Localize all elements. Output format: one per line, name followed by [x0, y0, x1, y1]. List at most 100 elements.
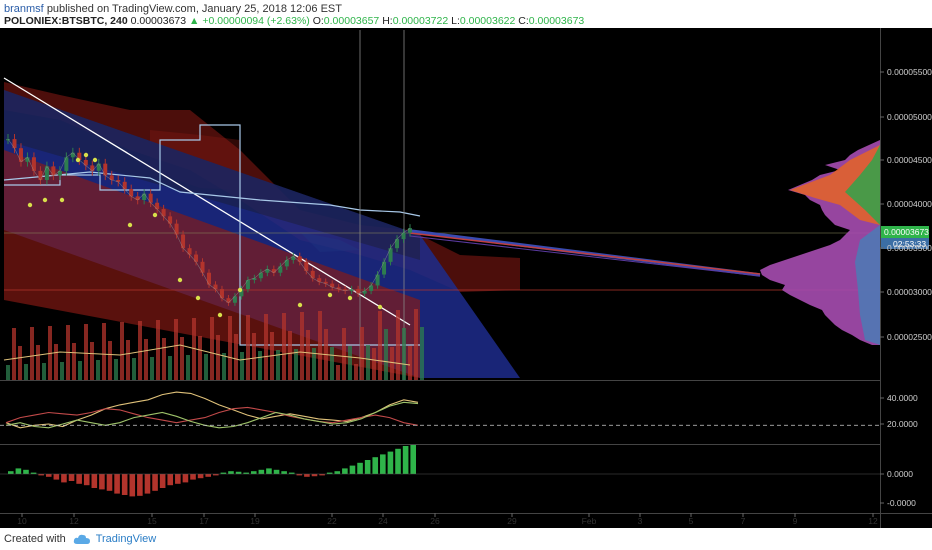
volume-bar — [90, 342, 94, 380]
volume-bar — [24, 364, 28, 380]
author-link[interactable]: branmsf — [4, 3, 44, 15]
open-label: O: — [312, 15, 324, 27]
signal-dot — [377, 304, 383, 310]
x-tick-label: 12 — [868, 516, 878, 526]
candle — [395, 239, 400, 249]
candle — [148, 193, 153, 203]
candle — [356, 289, 361, 294]
y-tick-label: 40.0000 — [887, 393, 918, 403]
x-tick-label: 12 — [69, 516, 79, 526]
histogram-bar — [342, 468, 348, 474]
volume-bar — [402, 328, 406, 380]
tradingview-cloud-icon — [73, 534, 90, 544]
histogram-bar — [258, 469, 265, 474]
x-tick-label: 5 — [689, 516, 694, 526]
volume-bar — [360, 327, 364, 380]
histogram-bar — [30, 472, 37, 474]
candle — [317, 278, 322, 282]
footer: Created with TradingView — [4, 531, 156, 547]
x-tick-label: 3 — [638, 516, 643, 526]
volume-profile-blue — [855, 225, 880, 345]
low-label: L: — [451, 15, 460, 27]
publish-header: branmsf published on TradingView.com, Ja… — [4, 2, 342, 16]
volume-bar — [306, 330, 310, 380]
volume-bar — [252, 333, 256, 380]
volume-bar — [156, 320, 160, 380]
candle — [369, 285, 374, 291]
volume-bar — [144, 339, 148, 380]
oscillator-pane — [0, 391, 880, 429]
histogram-bar — [76, 474, 82, 484]
candle — [57, 170, 62, 176]
histogram-bar — [205, 474, 211, 477]
histogram-bar — [144, 474, 151, 494]
histogram-bar — [395, 448, 401, 474]
high-value: 0.00003722 — [392, 15, 449, 27]
volume-bar — [288, 331, 292, 380]
candle — [219, 289, 224, 299]
volume-bar — [384, 329, 388, 380]
candle — [291, 256, 296, 260]
trendline — [3, 77, 411, 326]
histogram-bar — [402, 446, 409, 474]
volume-bar — [294, 349, 298, 380]
histogram-bar — [387, 451, 394, 474]
oscillator-line — [5, 401, 419, 429]
volume-bar — [150, 357, 154, 380]
tradingview-brand[interactable]: TradingView — [95, 533, 157, 545]
chart[interactable]: 0.00003673 02:53:33 0.00005500 0.00005000 0.… — [0, 28, 932, 528]
candle — [278, 266, 283, 273]
histogram-bar — [152, 474, 158, 491]
candle — [103, 163, 108, 176]
volume-bar — [258, 351, 262, 380]
volume-bar — [114, 359, 118, 380]
volume-bar — [378, 311, 382, 380]
y-tick-label: 0.00003500 — [887, 243, 932, 253]
candle — [31, 157, 36, 171]
histogram-bar — [121, 474, 128, 495]
histogram-bar — [266, 468, 272, 474]
signal-dot — [297, 302, 303, 308]
histogram-bar — [228, 471, 234, 474]
volume-bar — [240, 352, 244, 380]
y-tick-label: 0.0000 — [887, 469, 913, 479]
y-tick-label: 0.00005500 — [887, 67, 932, 77]
histogram-bar — [349, 465, 356, 474]
candle — [304, 261, 309, 271]
histogram-bar — [182, 474, 189, 483]
volume-bar — [300, 312, 304, 380]
volume-bar — [162, 338, 166, 380]
candle — [174, 223, 179, 235]
publish-info: published on TradingView.com, January 25… — [46, 3, 342, 15]
up-arrow-icon: ▲ — [189, 15, 200, 27]
histogram-bar — [175, 474, 181, 484]
channel-top-band — [4, 90, 420, 260]
candle — [382, 261, 387, 275]
histogram-bar — [137, 474, 143, 496]
oscillator-line — [5, 406, 419, 426]
volume-bar — [372, 348, 376, 380]
signal-dot — [27, 202, 33, 208]
candle — [349, 289, 354, 291]
histogram-bar — [364, 460, 371, 474]
histogram-bar — [220, 472, 227, 474]
histogram-bar — [304, 474, 310, 477]
histogram-pane — [0, 444, 880, 497]
histogram-bar — [319, 474, 325, 476]
volume-bar — [366, 345, 370, 380]
x-tick-label: 26 — [430, 516, 440, 526]
candle — [401, 232, 406, 240]
candle — [336, 287, 341, 290]
signal-dot — [127, 222, 133, 228]
x-tick-label: Feb — [582, 516, 597, 526]
signal-dot — [152, 212, 158, 218]
candle — [161, 209, 166, 217]
x-tick-label: 7 — [741, 516, 746, 526]
candle — [323, 281, 328, 284]
candle — [200, 261, 205, 273]
volume-bar — [12, 328, 16, 380]
histogram-bar — [129, 474, 136, 497]
histogram-bar — [296, 474, 303, 476]
histogram-bar — [281, 471, 287, 474]
candle — [142, 193, 147, 200]
